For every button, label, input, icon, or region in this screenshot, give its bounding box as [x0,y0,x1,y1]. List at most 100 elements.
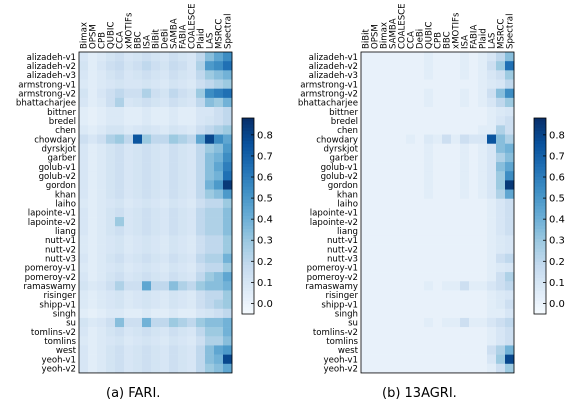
heatmap-cell [451,162,461,172]
heatmap-cell [379,336,389,346]
heatmap-cell [196,70,206,80]
colorbar-segment [534,222,546,227]
heatmap-cell [106,52,116,62]
heatmap-cell [97,198,107,209]
heatmap-cell [88,70,98,80]
heatmap-cell [133,345,143,355]
heatmap-cell [79,244,89,255]
heatmap-cell [97,180,107,190]
colorbar-segment [242,189,254,194]
heatmap-cell [406,262,416,273]
heatmap-cell [505,281,515,291]
heatmap-cell [433,262,443,273]
heatmap-cell [88,354,98,365]
heatmap-cell [397,244,407,255]
heatmap-cell [424,207,434,218]
heatmap-cell [124,308,134,319]
heatmap-cell [505,262,515,273]
heatmap-cell [151,299,161,310]
heatmap-cell [133,244,143,255]
heatmap-cell [106,217,116,227]
heatmap-cell [151,143,161,154]
heatmap-cell [388,299,398,310]
heatmap-cell [205,217,215,227]
heatmap-cell [469,152,479,163]
colorbar-segment [534,193,546,197]
heatmap-cell [496,180,506,190]
heatmap-cell [79,336,89,346]
heatmap-cell [505,97,515,108]
heatmap-cell [388,363,398,374]
row-label: su [66,319,76,329]
heatmap-cell [133,116,143,126]
heatmap-cell [442,143,452,154]
row-label: lapointe-v2 [28,218,76,228]
heatmap-cell [487,262,497,273]
heatmap-cell [496,79,506,89]
row-label: pomeroy-v2 [307,273,358,283]
heatmap-cell [496,52,506,62]
heatmap-cell [406,143,416,154]
colorbar-segment [534,300,546,305]
heatmap-cell [79,143,89,154]
heatmap-cell [451,272,461,282]
heatmap-cell [505,70,515,80]
heatmap-cell [187,336,197,346]
heatmap-cell [496,281,506,291]
heatmap-cell [370,253,380,264]
heatmap-cell [187,327,197,337]
row-label: tomlins [326,337,358,347]
heatmap-cell [97,272,107,282]
heatmap-cell [442,171,452,181]
heatmap-cell [178,61,188,71]
heatmap-cell [205,143,215,154]
heatmap-cell [433,143,443,154]
heatmap-cell [160,61,170,71]
heatmap-cell [388,290,398,300]
heatmap-cell [388,198,398,209]
heatmap-cell [106,171,116,181]
heatmap-cell [205,207,215,218]
heatmap-cell [133,52,143,62]
heatmap-cell [469,207,479,218]
heatmap-cell [442,162,452,172]
colorbar-segment [242,144,254,148]
heatmap-cell [451,198,461,209]
heatmap-cell [442,125,452,135]
heatmap-cell [214,226,224,236]
row-label: pomeroy-v2 [25,273,76,283]
heatmap-cell [214,262,224,273]
heatmap-cell [133,134,143,144]
heatmap-cell [169,272,179,282]
heatmap-cell [451,125,461,135]
heatmap-cell [424,235,434,245]
heatmap-cell [505,162,515,172]
heatmap-cell [97,308,107,319]
heatmap-cell [415,235,425,245]
heatmap-cell [415,290,425,300]
heatmap-b: alizadeh-v1alizadeh-v2alizadeh-v3armstro… [298,3,565,374]
heatmap-cell [196,125,206,135]
heatmap-cell [142,180,152,190]
heatmap-cell [142,97,152,108]
heatmap-cell [142,125,152,135]
heatmap-cell [223,107,233,117]
heatmap-cell [133,235,143,245]
colorbar-segment [534,163,546,168]
heatmap-cell [424,226,434,236]
heatmap-cell [424,152,434,163]
heatmap-cell [415,207,425,218]
heatmap-cell [379,152,389,163]
heatmap-cell [160,327,170,337]
row-label: lapointe-v1 [28,209,76,219]
heatmap-cell [451,171,461,181]
heatmap-cell [451,345,461,355]
colorbar-tick-label: 0.5 [549,194,565,205]
colorbar-segment [534,206,546,210]
heatmap-cell [151,171,161,181]
heatmap-cell [151,180,161,190]
heatmap-cell [160,308,170,319]
heatmap-cell [487,97,497,108]
heatmap-cell [124,143,134,154]
heatmap-cell [169,363,179,374]
